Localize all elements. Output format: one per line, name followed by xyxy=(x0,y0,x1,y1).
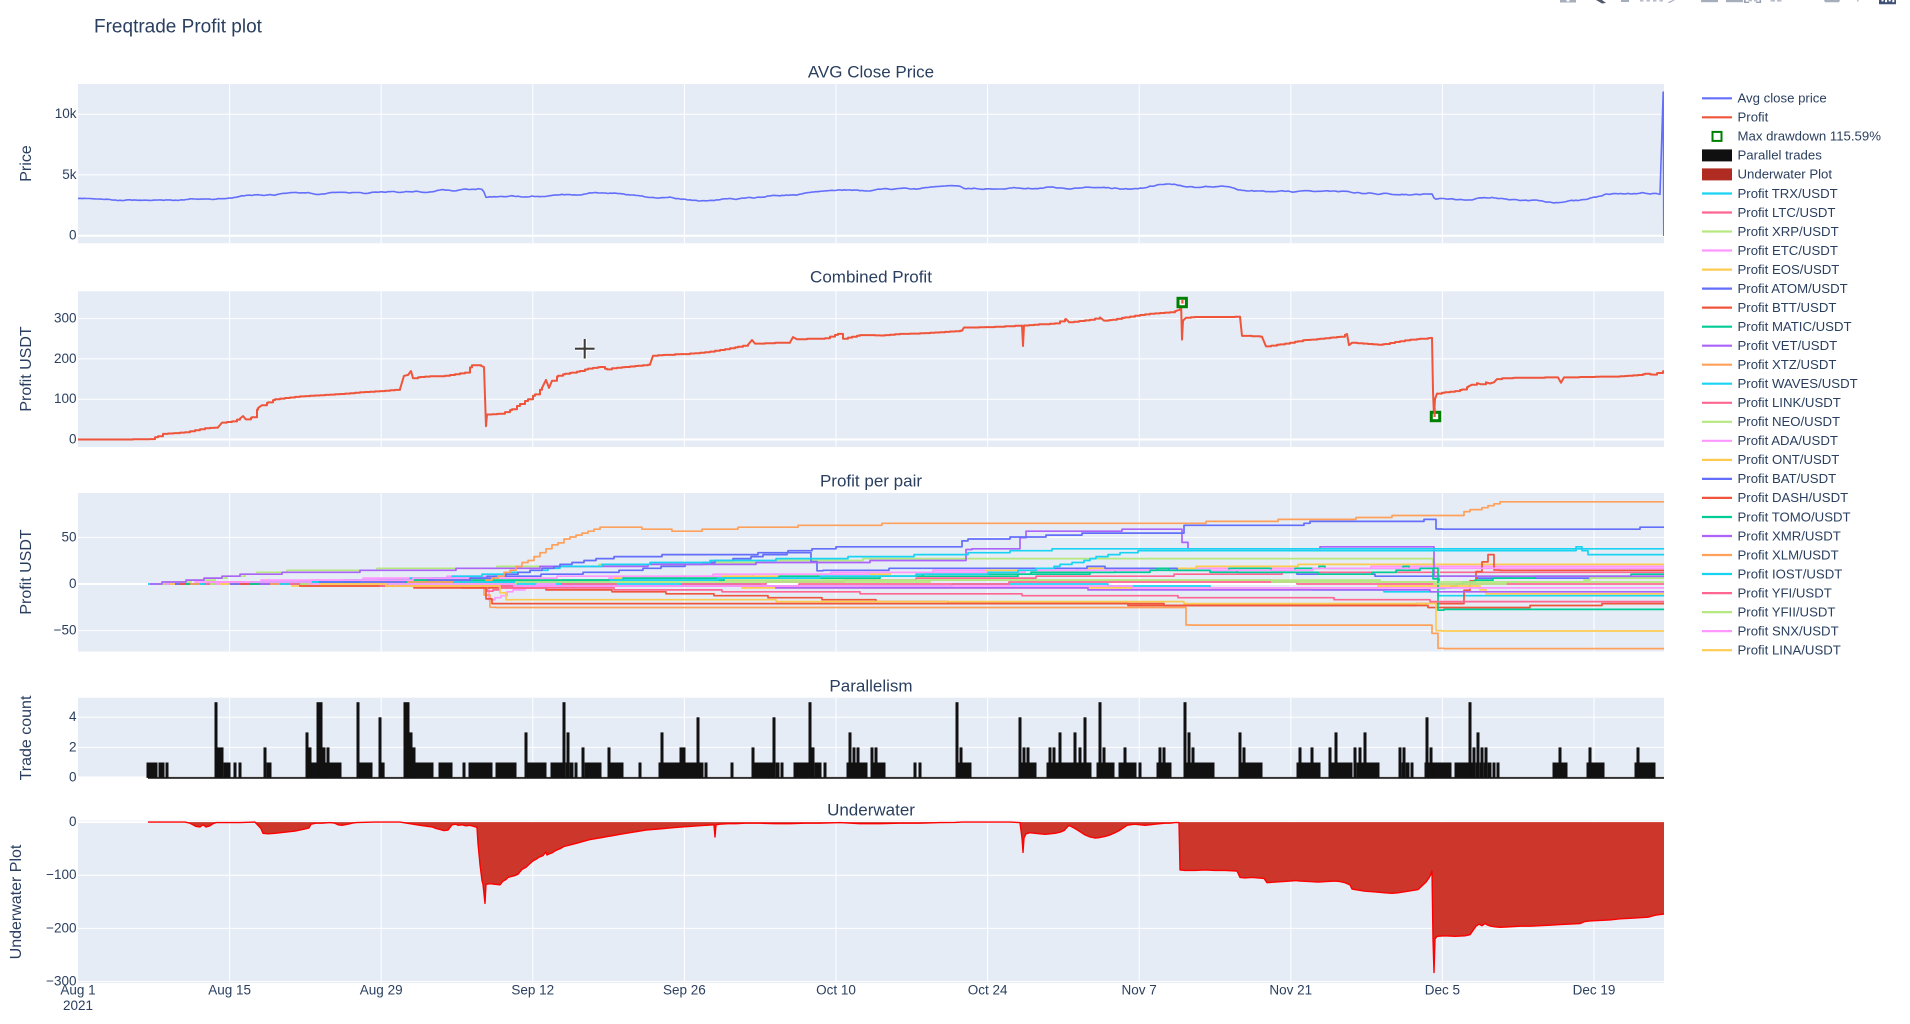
svg-text:Profit: Profit xyxy=(1738,110,1769,125)
svg-text:Profit USDT: Profit USDT xyxy=(18,529,35,615)
svg-text:Profit NEO/USDT: Profit NEO/USDT xyxy=(1738,414,1841,429)
svg-text:5k: 5k xyxy=(62,167,77,182)
svg-text:AVG Close Price: AVG Close Price xyxy=(808,63,934,82)
svg-text:Freqtrade Profit plot: Freqtrade Profit plot xyxy=(94,17,263,38)
svg-text:Avg close price: Avg close price xyxy=(1738,91,1827,106)
svg-text:Underwater Plot: Underwater Plot xyxy=(8,844,25,959)
svg-text:0: 0 xyxy=(69,228,77,243)
svg-text:Combined Profit: Combined Profit xyxy=(810,268,932,287)
svg-text:Dec 19: Dec 19 xyxy=(1573,983,1616,998)
svg-text:10k: 10k xyxy=(55,106,77,121)
svg-text:0: 0 xyxy=(69,431,77,446)
svg-text:Aug 29: Aug 29 xyxy=(360,983,403,998)
svg-text:0: 0 xyxy=(69,576,77,591)
svg-text:Profit XRP/USDT: Profit XRP/USDT xyxy=(1738,224,1839,239)
svg-text:Profit ATOM/USDT: Profit ATOM/USDT xyxy=(1738,281,1848,296)
svg-text:Nov 21: Nov 21 xyxy=(1269,983,1312,998)
svg-text:Profit ONT/USDT: Profit ONT/USDT xyxy=(1738,452,1840,467)
svg-text:0: 0 xyxy=(69,769,77,784)
svg-text:Profit USDT: Profit USDT xyxy=(18,326,35,412)
svg-text:−50: −50 xyxy=(54,623,77,638)
svg-text:50: 50 xyxy=(61,529,76,544)
svg-text:2021: 2021 xyxy=(63,998,93,1013)
svg-text:Oct 10: Oct 10 xyxy=(816,983,856,998)
svg-text:Profit TOMO/USDT: Profit TOMO/USDT xyxy=(1738,509,1851,524)
svg-text:Parallel trades: Parallel trades xyxy=(1738,148,1823,163)
svg-text:Profit per pair: Profit per pair xyxy=(820,472,922,491)
svg-text:Profit LINK/USDT: Profit LINK/USDT xyxy=(1738,395,1841,410)
svg-text:Profit XLM/USDT: Profit XLM/USDT xyxy=(1738,547,1839,562)
svg-text:Profit LINA/USDT: Profit LINA/USDT xyxy=(1738,643,1841,658)
svg-text:Profit ETC/USDT: Profit ETC/USDT xyxy=(1738,243,1838,258)
svg-text:Profit ADA/USDT: Profit ADA/USDT xyxy=(1738,433,1838,448)
svg-text:Aug 15: Aug 15 xyxy=(208,983,251,998)
svg-text:Max drawdown 115.59%: Max drawdown 115.59% xyxy=(1738,129,1882,144)
svg-text:Profit BTT/USDT: Profit BTT/USDT xyxy=(1738,300,1837,315)
svg-text:Oct 24: Oct 24 xyxy=(968,983,1008,998)
svg-text:4: 4 xyxy=(69,709,77,724)
svg-text:2: 2 xyxy=(69,739,77,754)
svg-text:Profit EOS/USDT: Profit EOS/USDT xyxy=(1738,262,1840,277)
svg-text:Profit TRX/USDT: Profit TRX/USDT xyxy=(1738,186,1838,201)
svg-text:Profit YFII/USDT: Profit YFII/USDT xyxy=(1738,604,1836,619)
svg-text:Profit IOST/USDT: Profit IOST/USDT xyxy=(1738,566,1843,581)
svg-text:Profit VET/USDT: Profit VET/USDT xyxy=(1738,338,1838,353)
svg-text:−300: −300 xyxy=(46,973,76,988)
svg-text:Underwater: Underwater xyxy=(827,801,915,820)
svg-text:Profit LTC/USDT: Profit LTC/USDT xyxy=(1738,205,1836,220)
svg-text:Sep 12: Sep 12 xyxy=(511,983,554,998)
svg-text:Profit MATIC/USDT: Profit MATIC/USDT xyxy=(1738,319,1852,334)
svg-text:Nov 7: Nov 7 xyxy=(1122,983,1157,998)
svg-text:Profit YFI/USDT: Profit YFI/USDT xyxy=(1738,585,1832,600)
svg-text:−200: −200 xyxy=(46,920,76,935)
svg-text:Profit XTZ/USDT: Profit XTZ/USDT xyxy=(1738,357,1837,372)
svg-text:Profit WAVES/USDT: Profit WAVES/USDT xyxy=(1738,376,1858,391)
svg-text:Trade count: Trade count xyxy=(18,695,35,780)
svg-text:300: 300 xyxy=(54,311,77,326)
svg-text:200: 200 xyxy=(54,351,77,366)
svg-text:Profit DASH/USDT: Profit DASH/USDT xyxy=(1738,490,1849,505)
svg-text:Parallelism: Parallelism xyxy=(829,677,912,696)
svg-text:Underwater Plot: Underwater Plot xyxy=(1738,167,1833,182)
svg-text:−100: −100 xyxy=(46,867,76,882)
svg-text:Price: Price xyxy=(18,145,35,182)
svg-text:Profit XMR/USDT: Profit XMR/USDT xyxy=(1738,528,1841,543)
svg-text:Profit BAT/USDT: Profit BAT/USDT xyxy=(1738,471,1837,486)
svg-text:Profit SNX/USDT: Profit SNX/USDT xyxy=(1738,623,1839,638)
svg-text:100: 100 xyxy=(54,391,77,406)
svg-text:0: 0 xyxy=(69,814,77,829)
svg-text:Dec 5: Dec 5 xyxy=(1425,983,1460,998)
svg-text:Aug 1: Aug 1 xyxy=(60,983,95,998)
svg-text:Sep 26: Sep 26 xyxy=(663,983,706,998)
